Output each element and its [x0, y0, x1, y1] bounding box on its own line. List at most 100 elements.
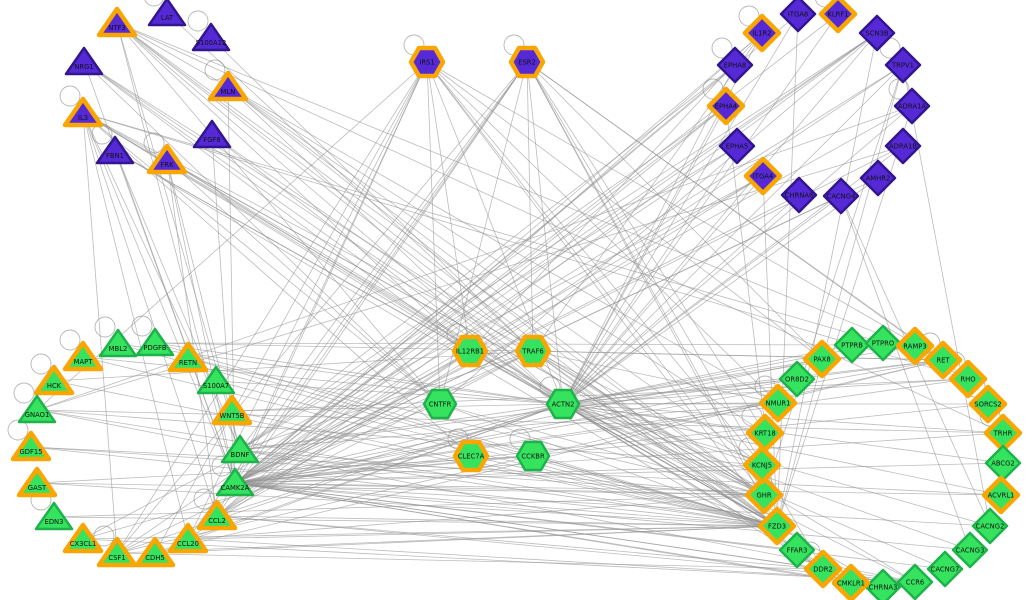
- node-ACTN2[interactable]: ACTN2: [545, 388, 581, 420]
- node-MLN[interactable]: MLN: [207, 70, 249, 102]
- edge-EPHA4-CAMK2A: [234, 105, 727, 484]
- node-PTPRO[interactable]: PTPRO: [864, 324, 902, 362]
- triangle-node-icon: [62, 340, 104, 372]
- node-IRS1[interactable]: IRS1: [408, 45, 446, 79]
- edge-EPHA5-ACTN2: [562, 145, 738, 405]
- node-PDGFB[interactable]: PDGFB: [135, 327, 175, 357]
- triangle-node-icon: [191, 22, 231, 52]
- node-ESR2[interactable]: ESR2: [508, 45, 546, 79]
- edge-FGF8-FZD3: [211, 134, 778, 527]
- edge-ESR2-ACTN2: [526, 61, 564, 405]
- node-NTF3[interactable]: NTF3: [96, 6, 138, 38]
- edge-MLN-FZD3: [227, 86, 778, 527]
- edge-NTF3-TRAF6: [116, 22, 534, 352]
- hexagon-node-icon: [515, 440, 551, 472]
- node-CCKBR[interactable]: CCKBR: [515, 440, 551, 472]
- edge-ADRA1A-ACTN2: [562, 105, 913, 405]
- node-LAT[interactable]: LAT: [147, 0, 187, 27]
- node-TRAF6[interactable]: TRAF6: [514, 334, 552, 368]
- edge-TRPV1-GHR: [763, 64, 904, 496]
- node-FBN1[interactable]: FBN1: [95, 135, 135, 165]
- edge-PDGFB-FZD3: [154, 342, 778, 527]
- node-S100A12[interactable]: S100A12: [191, 22, 231, 52]
- node-CACNG3[interactable]: CACNG3: [951, 531, 989, 569]
- diamond-node-icon: [718, 127, 756, 165]
- node-EPHA4[interactable]: EPHA4: [706, 86, 746, 126]
- node-SCN3B[interactable]: SCN3B: [858, 14, 896, 52]
- edge-ITGA8-ACTN2: [562, 13, 799, 405]
- node-FRK[interactable]: FRK: [146, 143, 188, 175]
- edge-CX3CL1-ACTN2: [82, 403, 564, 540]
- node-ABCG2[interactable]: ABCG2: [984, 444, 1022, 482]
- node-CACNG2[interactable]: CACNG2: [971, 507, 1009, 545]
- node-CSF1[interactable]: CSF1: [96, 536, 138, 568]
- edge-ESR2-GHR: [526, 61, 765, 496]
- node-MAPT[interactable]: MAPT: [62, 340, 104, 372]
- edge-EDN3-FZD3: [53, 516, 778, 527]
- node-IL1R2[interactable]: IL1R2: [742, 13, 782, 53]
- node-NRG1[interactable]: NRG1: [64, 46, 104, 76]
- edge-EPHA4-CCL2: [216, 105, 727, 517]
- node-CACNG7[interactable]: CACNG7: [926, 550, 964, 588]
- edge-NRG1-IL12RB1: [83, 61, 471, 352]
- self-loop-edge: [7, 419, 29, 441]
- self-loop-edge: [211, 455, 233, 477]
- edge-GNAO1-TRHR: [36, 409, 1004, 434]
- node-KLRF1[interactable]: KLRF1: [818, 0, 858, 34]
- node-CCR6[interactable]: CCR6: [896, 563, 934, 600]
- edge-CCKBR-FZD3: [532, 455, 778, 527]
- node-EPHA5[interactable]: EPHA5: [718, 127, 756, 165]
- edge-S100A12-TRAF6: [210, 37, 534, 352]
- edge-IL1R2-CAMK2A: [234, 32, 763, 484]
- edge-AMHR2-ACTN2: [562, 177, 879, 405]
- triangle-node-icon: [167, 341, 209, 373]
- edge-GAST-FZD3: [36, 482, 778, 527]
- edge-MAPT-ACTN2: [82, 356, 564, 405]
- diamond-node-icon: [744, 475, 784, 515]
- node-ITGA8[interactable]: ITGA8: [779, 0, 817, 33]
- edge-CAMK2A-CACNG2: [234, 482, 991, 527]
- triangle-node-icon: [135, 327, 175, 357]
- node-ADRA1B[interactable]: ADRA1B: [884, 127, 922, 165]
- node-AMHR2[interactable]: AMHR2: [859, 159, 897, 197]
- node-IL12RB1[interactable]: IL12RB1: [451, 334, 489, 368]
- node-IL3[interactable]: IL3: [62, 96, 104, 128]
- node-EDN3[interactable]: EDN3: [34, 501, 74, 531]
- edge-IRS1-GHR: [426, 61, 765, 496]
- node-CNTFR[interactable]: CNTFR: [422, 388, 458, 420]
- triangle-node-icon: [215, 467, 255, 497]
- node-CHRNA6[interactable]: CHRNA6: [780, 176, 818, 214]
- node-FGF8[interactable]: FGF8: [192, 119, 232, 149]
- edge-ACTN2-TRHR: [562, 403, 1004, 434]
- edge-ESR2-BDNF: [239, 61, 528, 451]
- self-loop-edge: [204, 59, 226, 81]
- node-CHRNA3[interactable]: CHRNA3: [864, 568, 902, 600]
- edge-CACNG4-CACNG3: [840, 195, 971, 551]
- node-MBL2[interactable]: MBL2: [98, 328, 138, 358]
- edge-BDNF-FZD3: [239, 449, 778, 527]
- edge-SCN3B-CNTFR: [439, 32, 878, 405]
- edge-ACTN2-RHO: [562, 378, 969, 405]
- node-CLEC7A[interactable]: CLEC7A: [452, 439, 490, 473]
- edge-ACTN2-PTPRB: [562, 344, 853, 405]
- node-GNAO1[interactable]: GNAO1: [17, 394, 57, 424]
- node-ITGA4[interactable]: ITGA4: [743, 156, 783, 196]
- edge-ESR2-FZD3: [526, 61, 778, 527]
- node-PTPRB[interactable]: PTPRB: [833, 326, 871, 364]
- self-loop-edge: [59, 329, 81, 351]
- diamond-node-icon: [884, 46, 922, 84]
- node-RHO[interactable]: RHO: [948, 359, 988, 399]
- triangle-node-icon: [134, 536, 176, 568]
- node-ADRA1A[interactable]: ADRA1A: [893, 87, 931, 125]
- edge-ESR2-TRAF6: [526, 61, 534, 352]
- node-ACVRL1[interactable]: ACVRL1: [981, 475, 1021, 515]
- edge-SCN3B-CAMK2A: [234, 32, 878, 484]
- triangle-node-icon: [196, 499, 238, 531]
- node-FZD3[interactable]: FZD3: [757, 506, 797, 546]
- node-GDF15[interactable]: GDF15: [10, 430, 52, 462]
- diamond-node-icon: [884, 127, 922, 165]
- triangle-node-icon: [98, 328, 138, 358]
- hexagon-node-icon: [408, 45, 446, 79]
